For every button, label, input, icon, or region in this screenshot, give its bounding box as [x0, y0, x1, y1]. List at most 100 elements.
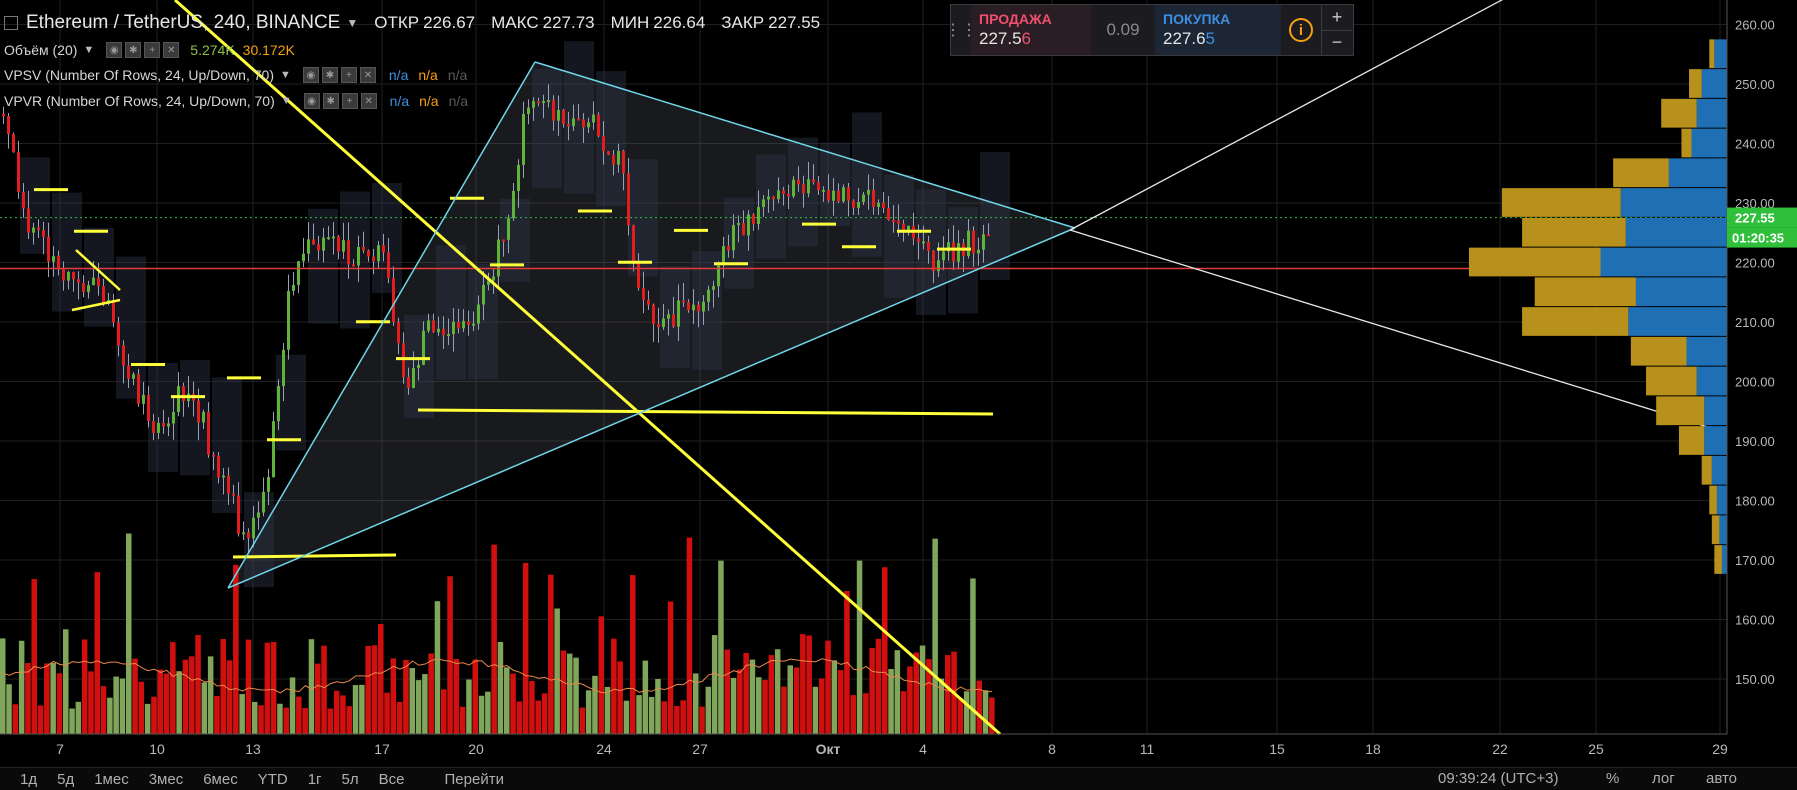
candle-body [762, 199, 765, 208]
close-icon[interactable]: ✕ [163, 42, 180, 58]
indicator-value: n/a [419, 93, 439, 109]
log-toggle[interactable]: лог [1652, 770, 1675, 787]
gear-icon[interactable]: ✱ [125, 42, 142, 58]
volume-bar [220, 639, 226, 734]
volume-bar [529, 681, 535, 734]
time-tick-label: 18 [1365, 741, 1381, 757]
range-1d[interactable]: 1д [20, 770, 38, 788]
chevron-down-icon[interactable]: ▼ [280, 95, 292, 107]
volume-bar [548, 574, 554, 734]
candle-body [382, 245, 385, 253]
add-icon[interactable]: + [340, 67, 357, 83]
range-all[interactable]: Все [378, 770, 405, 788]
volume-bar [592, 675, 598, 734]
close-icon[interactable]: ✕ [359, 67, 376, 83]
eye-icon[interactable]: ◉ [302, 67, 319, 83]
candle-body [787, 193, 790, 197]
sell-button[interactable]: ПРОДАЖА 227.56 [971, 5, 1091, 55]
gear-icon[interactable]: ✱ [322, 93, 339, 109]
volume-bar [25, 663, 31, 734]
buy-price: 227.65 [1163, 29, 1216, 48]
vp-up-bar [1668, 158, 1727, 188]
range-5y[interactable]: 5л [341, 770, 359, 788]
candle-body [537, 101, 540, 104]
candle-body [32, 227, 35, 233]
volume-bar [447, 576, 453, 734]
clock[interactable]: 09:39:24 (UTC+3) [1438, 770, 1559, 787]
price-tick-label: 150.00 [1735, 672, 1775, 687]
small-triangle-line [75, 249, 121, 291]
chevron-down-icon[interactable]: ▼ [346, 16, 359, 30]
symbol-title[interactable]: Ethereum / TetherUS, 240, BINANCE [26, 12, 341, 33]
candle-body [822, 189, 825, 192]
volume-bar [718, 560, 724, 734]
indicator-name[interactable]: Объём (20) [4, 42, 78, 58]
indicator-name[interactable]: VPVR (Number Of Rows, 24, Up/Down, 70) [4, 93, 275, 109]
volume-bar [31, 579, 37, 734]
range-5d[interactable]: 5д [57, 770, 75, 788]
candle-body [857, 201, 860, 208]
add-icon[interactable]: + [144, 42, 161, 58]
candle-body [942, 251, 945, 261]
volume-bar [201, 682, 208, 734]
volume-bar [0, 638, 6, 734]
volume-bar [252, 701, 258, 734]
volume-bar [711, 635, 718, 734]
candle-body [847, 187, 850, 201]
volume-bar [781, 686, 787, 734]
eye-icon[interactable]: ◉ [303, 93, 320, 109]
eye-icon[interactable]: ◉ [106, 42, 123, 58]
time-tick-label: 15 [1269, 741, 1285, 757]
candle-body [307, 239, 310, 254]
candle-body [337, 236, 340, 252]
volume-bar [390, 658, 397, 734]
range-1y[interactable]: 1г [307, 770, 322, 788]
candle-body [252, 517, 255, 539]
vp-down-bar [1689, 69, 1702, 98]
goto-button[interactable]: Перейти [444, 770, 504, 788]
candle-body [317, 244, 320, 251]
volume-bar [195, 635, 201, 734]
add-icon[interactable]: + [341, 93, 358, 109]
chevron-down-icon[interactable]: ▼ [83, 44, 95, 56]
indicator-name[interactable]: VPSV (Number Of Rows, 24, Up/Down, 70) [4, 67, 274, 83]
collapse-icon[interactable] [4, 16, 18, 30]
time-axis: 7 10 13 17 20 24 27 Окт 4 8 11 15 18 22 25 29 [0, 733, 1728, 757]
volume-bar [365, 645, 371, 734]
volume-bar [403, 659, 409, 734]
info-button[interactable]: i [1281, 5, 1321, 55]
volume-bar [837, 670, 844, 734]
vp-up-bar [1620, 188, 1727, 217]
candle-body [682, 300, 685, 303]
volume-bar [793, 667, 800, 734]
candle-body [157, 422, 160, 433]
candle-body [342, 240, 345, 252]
volume-bar [144, 703, 151, 734]
range-6m[interactable]: 6мес [203, 770, 238, 788]
candle-body [797, 179, 800, 185]
chevron-down-icon[interactable]: ▼ [280, 69, 291, 81]
candle-body [477, 304, 480, 324]
drawing-lines [0, 0, 1728, 736]
time-tick-label: 29 [1712, 741, 1728, 757]
volume-bar [327, 708, 334, 734]
candle-body [57, 256, 60, 270]
minus-button[interactable]: − [1322, 29, 1352, 56]
range-3m[interactable]: 3мес [148, 770, 184, 788]
volume-bar [466, 679, 472, 734]
price-chart[interactable]: 260.00250.00240.00230.00220.00210.00200.… [0, 0, 1797, 767]
range-ytd[interactable]: YTD [257, 770, 288, 788]
plus-button[interactable]: + [1331, 6, 1343, 27]
close-icon[interactable]: ✕ [360, 93, 377, 109]
buy-label: ПОКУПКА [1163, 11, 1231, 27]
base-level-line [232, 553, 397, 559]
gear-icon[interactable]: ✱ [321, 67, 338, 83]
session-box [756, 154, 786, 259]
candle-body [567, 124, 570, 127]
auto-toggle[interactable]: авто [1706, 770, 1738, 787]
volume-bar [258, 705, 264, 734]
drag-handle-icon[interactable]: ⋮⋮ [945, 22, 977, 39]
percent-toggle[interactable]: % [1606, 770, 1620, 787]
range-1m[interactable]: 1мес [94, 770, 129, 788]
buy-button[interactable]: ПОКУПКА 227.65 [1155, 5, 1281, 55]
